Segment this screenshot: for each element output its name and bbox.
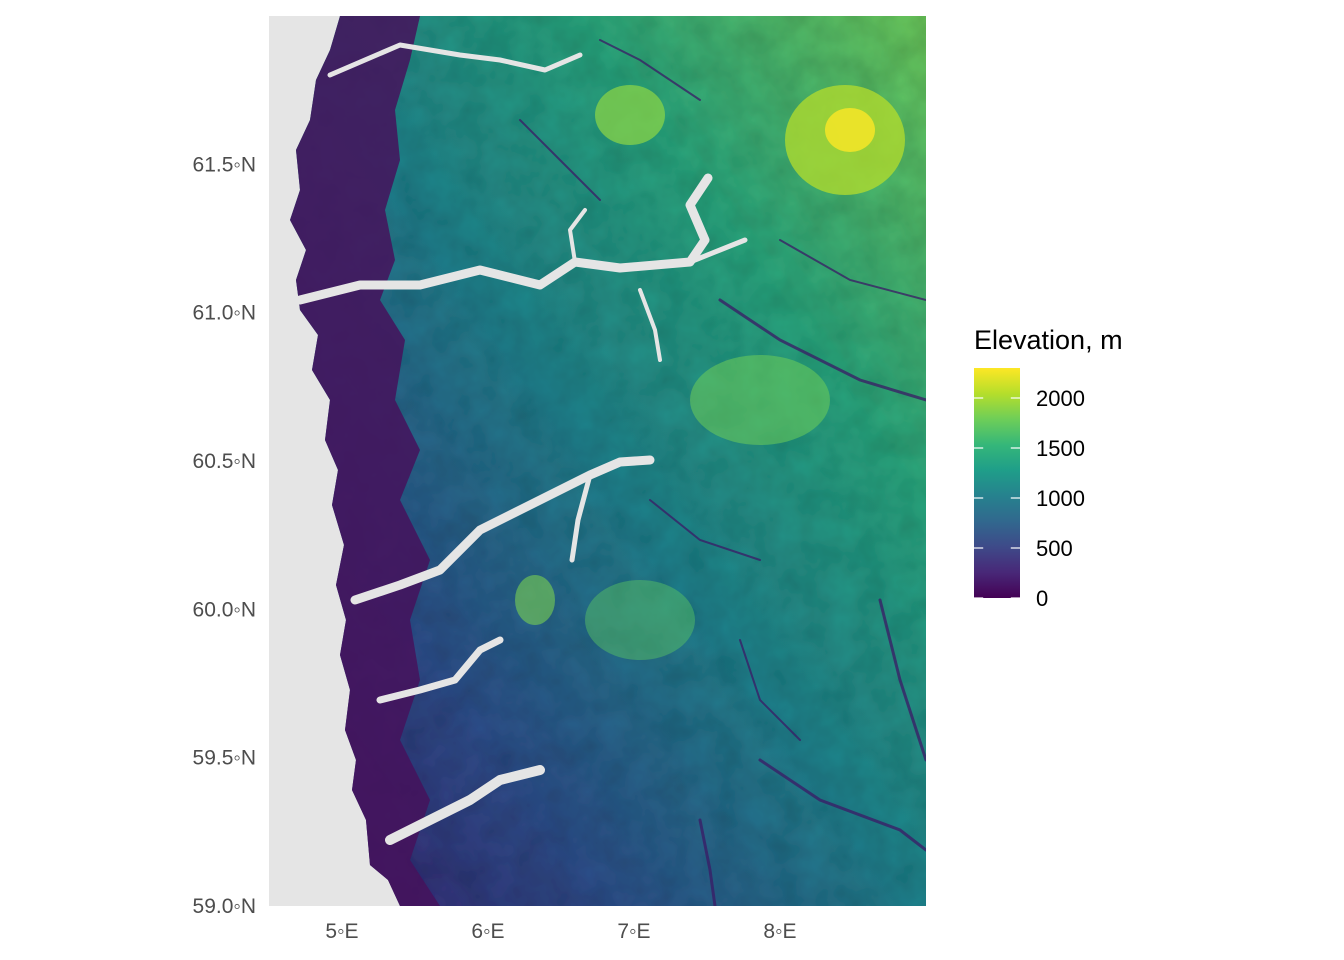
y-tick-label: 59.5◦N <box>193 747 256 770</box>
highland-south <box>585 580 695 660</box>
boknafjord <box>385 765 545 845</box>
x-axis: 5◦E 6◦E 7◦E 8◦E <box>325 920 796 943</box>
y-tick-label: 61.0◦N <box>193 302 256 325</box>
legend-title: Elevation, m <box>974 325 1123 355</box>
hardangerfjord <box>350 455 655 605</box>
legend-tick-label: 0 <box>1036 586 1048 611</box>
y-tick-label: 60.0◦N <box>193 598 256 621</box>
highland-west <box>515 575 555 625</box>
land-raster <box>290 16 926 906</box>
sognefjord-inner <box>568 208 587 264</box>
y-tick-label: 60.5◦N <box>193 450 256 473</box>
legend: Elevation, m 0 500 1000 1500 2000 <box>974 325 1123 611</box>
x-tick-label: 8◦E <box>763 920 796 943</box>
x-tick-label: 6◦E <box>471 920 504 943</box>
sognefjord-branch <box>687 237 748 265</box>
valleys <box>519 39 926 906</box>
y-tick-label: 59.0◦N <box>193 895 256 918</box>
legend-colorbar <box>974 368 1020 598</box>
x-tick-label: 7◦E <box>617 920 650 943</box>
legend-tick-label: 500 <box>1036 536 1073 561</box>
x-tick-label: 5◦E <box>325 920 358 943</box>
coastal-lowland <box>290 16 440 906</box>
southern-fjord <box>376 636 504 704</box>
legend-tick-label: 1000 <box>1036 486 1085 511</box>
legend-tick-label: 1500 <box>1036 436 1085 461</box>
highland-east <box>690 355 830 445</box>
fjords <box>295 42 748 845</box>
highland-central <box>595 85 665 145</box>
inner-fjord-east <box>638 288 662 362</box>
legend-tick-label: 2000 <box>1036 386 1085 411</box>
hardanger-branch <box>569 472 593 563</box>
nordfjord <box>327 42 583 78</box>
y-tick-label: 61.5◦N <box>193 153 256 176</box>
legend-ticks: 0 500 1000 1500 2000 <box>974 386 1085 611</box>
y-axis: 59.0◦N 59.5◦N 60.0◦N 60.5◦N 61.0◦N 61.5◦N <box>193 153 256 918</box>
highland-north-peak <box>825 108 875 152</box>
